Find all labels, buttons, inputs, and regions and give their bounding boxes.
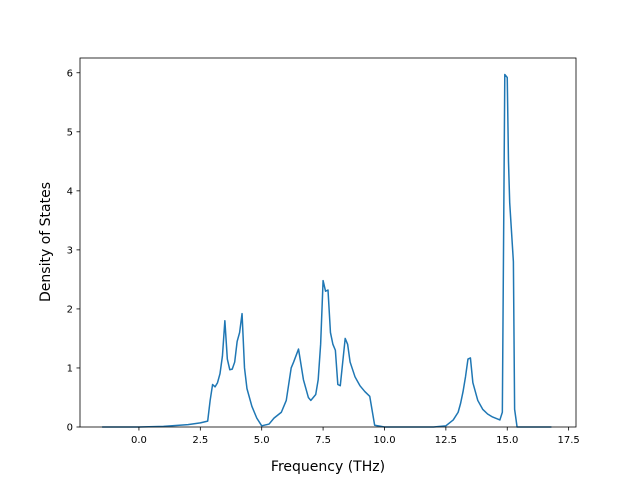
series-line-0 [102, 73, 552, 428]
x-tick-label: 12.5 [435, 435, 457, 446]
x-tick-label: 2.5 [192, 435, 208, 446]
x-axis: 0.0 2.5 5.0 7.5 10.0 12.5 15.0 17.5 [131, 427, 580, 446]
y-tick-label: 3 [67, 245, 73, 256]
x-tick-label: 15.0 [496, 435, 518, 446]
y-axis-label: Density of States [38, 182, 54, 302]
y-tick-label: 1 [67, 363, 73, 374]
y-tick-label: 2 [67, 304, 73, 315]
y-tick-label: 4 [67, 186, 73, 197]
plot-frame [79, 57, 577, 428]
x-tick-label: 17.5 [558, 435, 580, 446]
x-tick-label: 10.0 [373, 435, 395, 446]
y-tick-label: 5 [67, 127, 73, 138]
x-axis-label: Frequency (THz) [271, 459, 385, 475]
y-tick-label: 6 [67, 68, 73, 79]
x-tick-label: 0.0 [131, 435, 147, 446]
x-tick-label: 5.0 [254, 435, 270, 446]
y-tick-label: 0 [67, 423, 73, 434]
plot-lines [102, 73, 552, 428]
y-axis: 0 1 2 3 4 5 6 [67, 68, 80, 434]
x-tick-label: 7.5 [315, 435, 331, 446]
